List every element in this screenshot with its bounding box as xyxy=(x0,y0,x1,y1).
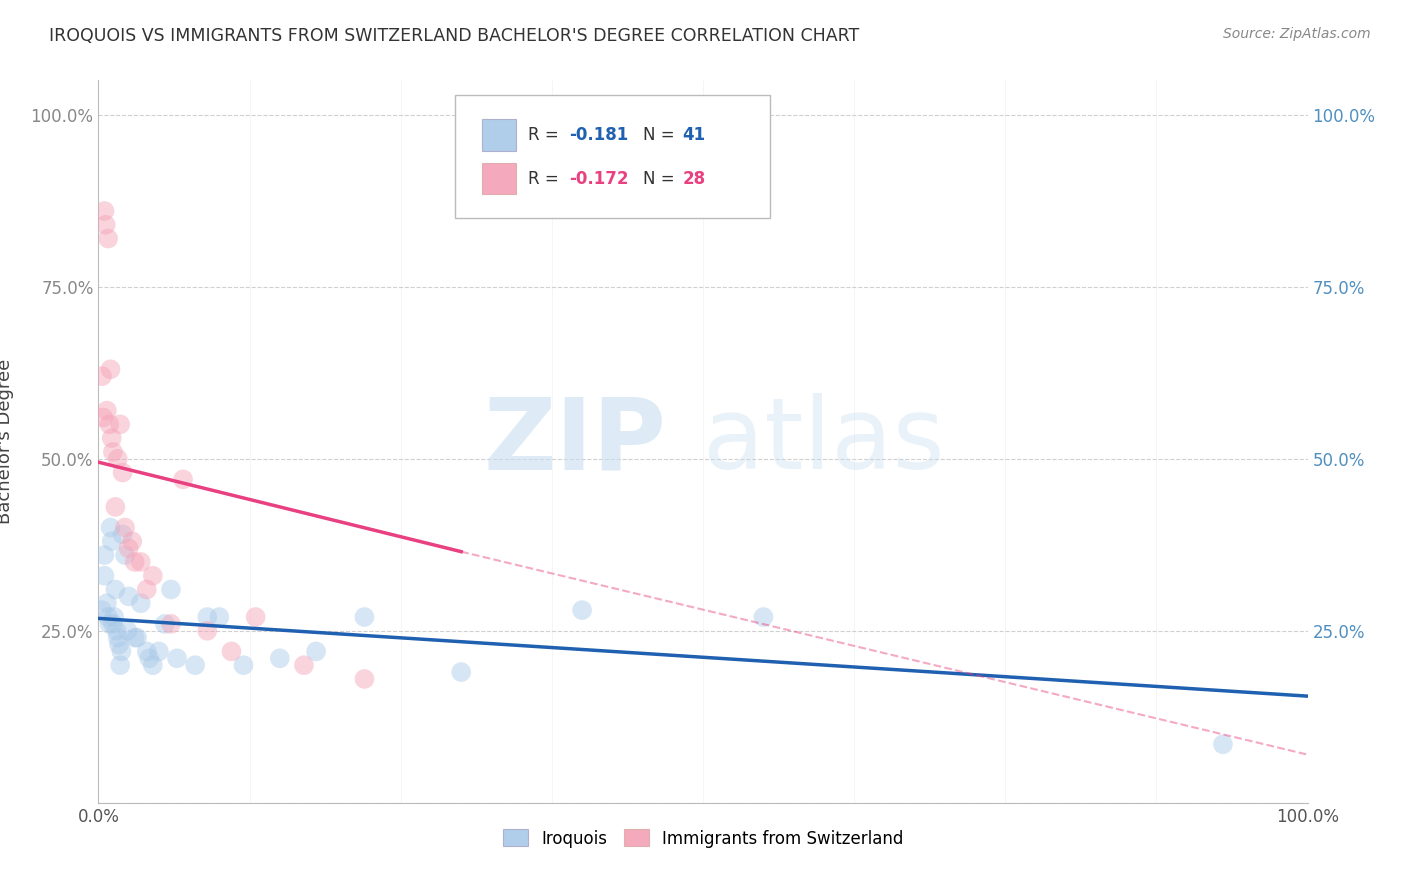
Point xyxy=(232,658,254,673)
FancyBboxPatch shape xyxy=(482,162,516,194)
Point xyxy=(118,590,141,604)
Point xyxy=(148,644,170,658)
Point xyxy=(98,616,121,631)
Point xyxy=(752,610,775,624)
Point xyxy=(195,624,218,638)
Point xyxy=(104,582,127,597)
Point xyxy=(124,631,146,645)
Point xyxy=(124,555,146,569)
Point xyxy=(101,445,124,459)
Point xyxy=(305,644,328,658)
Point xyxy=(114,520,136,534)
Point xyxy=(111,466,134,480)
Point xyxy=(172,472,194,486)
Point xyxy=(138,651,160,665)
Text: IROQUOIS VS IMMIGRANTS FROM SWITZERLAND BACHELOR'S DEGREE CORRELATION CHART: IROQUOIS VS IMMIGRANTS FROM SWITZERLAND … xyxy=(49,27,859,45)
Text: ZIP: ZIP xyxy=(484,393,666,490)
Text: R =: R = xyxy=(527,169,564,187)
Point xyxy=(100,520,122,534)
Y-axis label: Bachelor's Degree: Bachelor's Degree xyxy=(0,359,14,524)
Point xyxy=(160,582,183,597)
Point xyxy=(353,610,375,624)
Point xyxy=(153,616,176,631)
Point xyxy=(292,658,315,673)
Point xyxy=(93,548,115,562)
Point xyxy=(105,624,128,638)
Point xyxy=(129,555,152,569)
Point xyxy=(96,596,118,610)
Text: -0.181: -0.181 xyxy=(569,126,628,145)
Point xyxy=(100,431,122,445)
Point xyxy=(118,541,141,556)
Text: Source: ZipAtlas.com: Source: ZipAtlas.com xyxy=(1223,27,1371,41)
Text: N =: N = xyxy=(643,169,679,187)
Point xyxy=(269,651,291,665)
Point xyxy=(100,534,122,549)
Point xyxy=(121,534,143,549)
Point xyxy=(142,568,165,582)
Point xyxy=(184,658,207,673)
Point xyxy=(108,638,131,652)
Point xyxy=(108,658,131,673)
Point xyxy=(91,603,114,617)
Point xyxy=(98,417,121,432)
Point xyxy=(93,568,115,582)
Point xyxy=(103,610,125,624)
Point xyxy=(96,403,118,417)
Point xyxy=(221,644,243,658)
Point xyxy=(450,665,472,679)
Point xyxy=(91,410,114,425)
Point xyxy=(93,204,115,219)
FancyBboxPatch shape xyxy=(456,95,769,218)
Point xyxy=(166,651,188,665)
Point xyxy=(135,582,157,597)
Point xyxy=(101,616,124,631)
Point xyxy=(571,603,593,617)
Point xyxy=(107,631,129,645)
Point xyxy=(353,672,375,686)
Point xyxy=(94,218,117,232)
Text: R =: R = xyxy=(527,126,564,145)
Text: atlas: atlas xyxy=(703,393,945,490)
Text: -0.172: -0.172 xyxy=(569,169,628,187)
Point xyxy=(97,610,120,624)
Text: 41: 41 xyxy=(682,126,706,145)
Point xyxy=(129,596,152,610)
Text: N =: N = xyxy=(643,126,679,145)
Point xyxy=(195,610,218,624)
Point xyxy=(245,610,267,624)
Point xyxy=(127,631,149,645)
Point xyxy=(104,500,127,514)
Point xyxy=(108,417,131,432)
Point xyxy=(97,231,120,245)
Point xyxy=(100,362,122,376)
FancyBboxPatch shape xyxy=(482,120,516,151)
Point xyxy=(135,644,157,658)
Legend: Iroquois, Immigrants from Switzerland: Iroquois, Immigrants from Switzerland xyxy=(495,821,911,856)
Point xyxy=(1212,737,1234,751)
Point xyxy=(208,610,231,624)
Point xyxy=(142,658,165,673)
Point xyxy=(117,624,139,638)
Point xyxy=(160,616,183,631)
Point xyxy=(107,451,129,466)
Point xyxy=(110,644,132,658)
Point xyxy=(91,369,114,384)
Text: 28: 28 xyxy=(682,169,706,187)
Point xyxy=(111,527,134,541)
Point xyxy=(114,548,136,562)
